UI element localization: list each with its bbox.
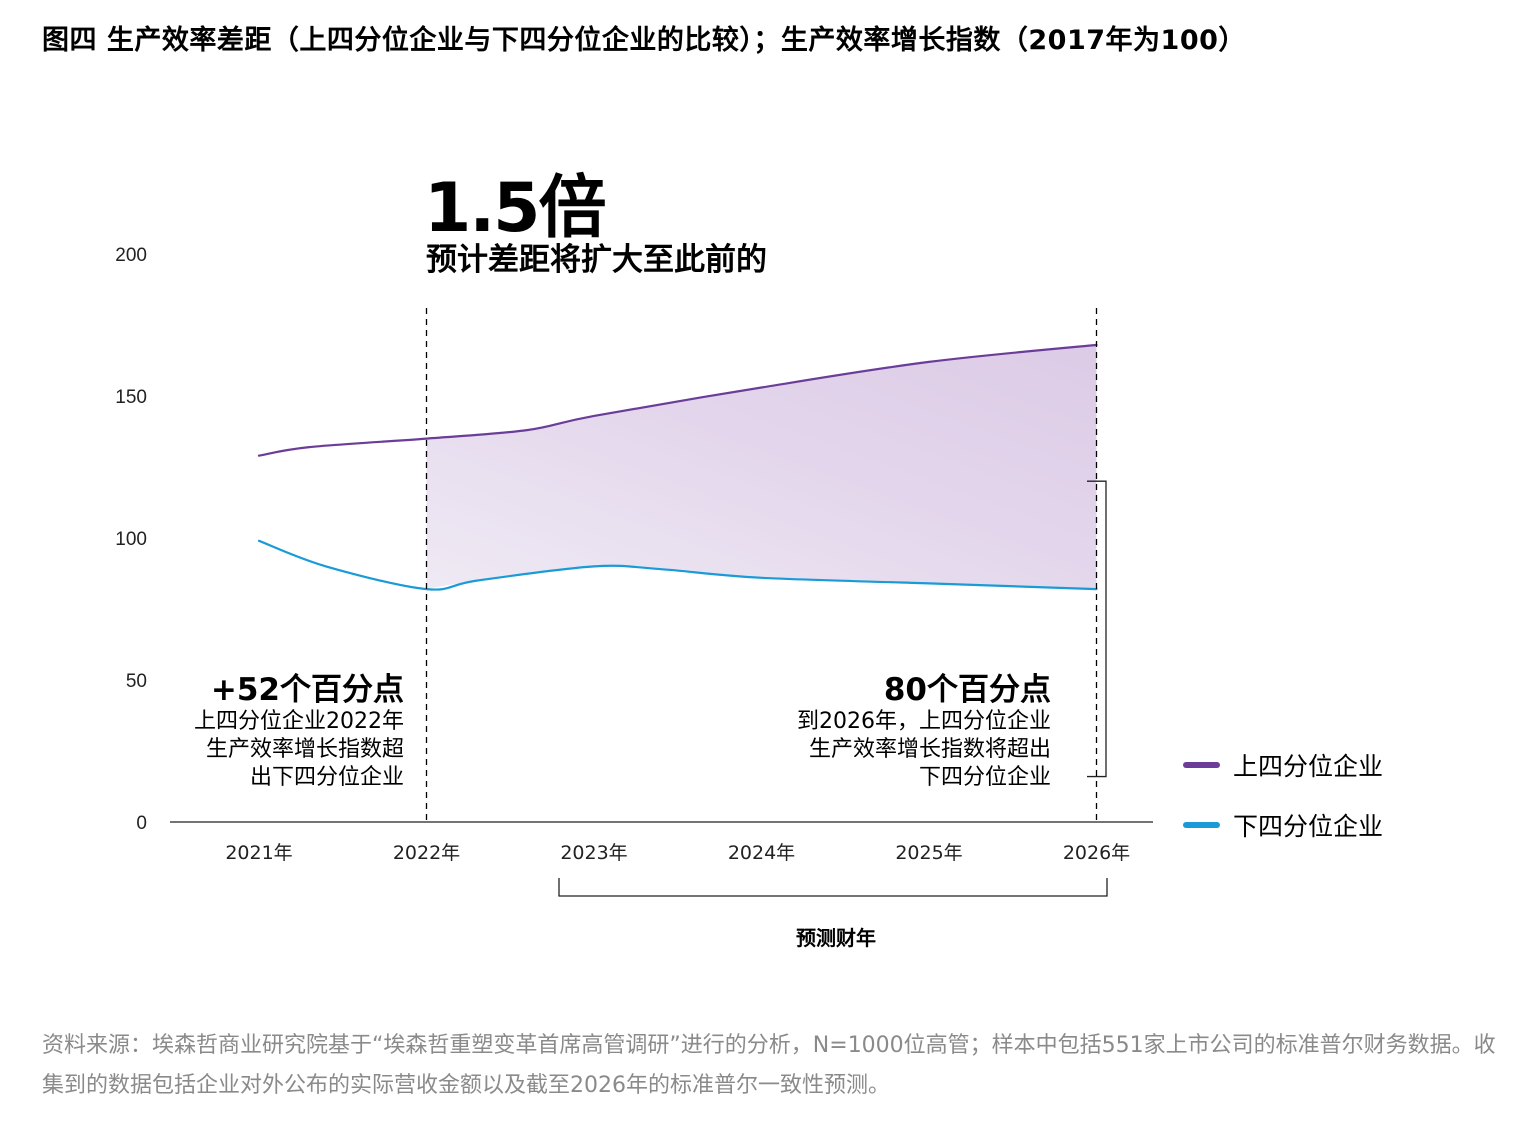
annotation-right-line: 到2026年，上四分位企业 — [797, 709, 1051, 734]
legend-swatch-upper — [1183, 762, 1220, 768]
series-line-lower — [257, 539, 1098, 591]
annotation-right-line: 下四分位企业 — [918, 765, 1051, 790]
forecast-label: 预测财年 — [796, 926, 876, 950]
x-tick-label: 2024年 — [728, 842, 795, 864]
annotation-right-line: 生产效率增长指数将超出 — [808, 737, 1051, 762]
y-tick-label: 100 — [115, 529, 147, 550]
annotation-left: +52个百分点 上四分位企业2022年 生产效率增长指数超 出下四分位企业 — [194, 672, 404, 792]
y-tick-label: 200 — [115, 245, 147, 266]
headline-value: 1.5倍 — [424, 169, 606, 248]
x-tick-label: 2026年 — [1063, 842, 1130, 864]
annotation-left-line: 出下四分位企业 — [249, 765, 404, 790]
annotation-right-heading: 80个百分点 — [883, 672, 1051, 708]
annotation-right: 80个百分点 到2026年，上四分位企业 生产效率增长指数将超出 下四分位企业 — [797, 672, 1051, 792]
y-tick-label: 0 — [136, 813, 147, 834]
gap-bracket — [1087, 480, 1107, 778]
headline-subtitle: 预计差距将扩大至此前的 — [426, 242, 767, 278]
annotation-left-heading: +52个百分点 — [210, 672, 404, 708]
legend-label-lower: 下四分位企业 — [1233, 812, 1384, 841]
forecast-bracket — [558, 878, 1108, 897]
legend-label-upper: 上四分位企业 — [1233, 752, 1384, 781]
x-tick-label: 2021年 — [225, 842, 292, 864]
chart-plot: 0 50 100 150 200 2021年 2022年 2023年 2024年 2025年 202… — [115, 245, 1153, 897]
chart-title: 图四 生产效率差距（上四分位企业与下四分位企业的比较）；生产效率增长指数（201… — [42, 25, 1246, 56]
y-tick-label: 150 — [115, 387, 147, 408]
y-tick-label: 50 — [126, 671, 147, 692]
annotation-left-line: 上四分位企业2022年 — [194, 709, 404, 734]
source-note: 资料来源：埃森哲商业研究院基于“埃森哲重塑变革首席高管调研”进行的分析，N=10… — [42, 1033, 1496, 1098]
annotation-left-line: 生产效率增长指数超 — [205, 737, 404, 762]
legend-item-upper: 上四分位企业 — [1183, 747, 1383, 783]
x-tick-label: 2022年 — [393, 842, 460, 864]
x-tick-label: 2025年 — [895, 842, 962, 864]
series-line-upper — [257, 343, 1098, 457]
x-tick-label: 2023年 — [560, 842, 627, 864]
legend-item-lower: 下四分位企业 — [1183, 807, 1383, 843]
legend-swatch-lower — [1183, 822, 1220, 828]
gap-shaded-area — [426, 344, 1097, 590]
